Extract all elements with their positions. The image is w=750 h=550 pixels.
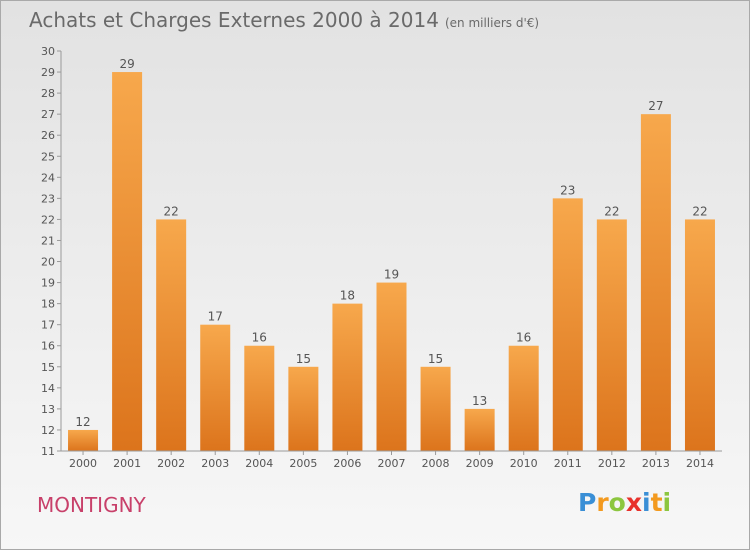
bar-value-label: 13: [472, 394, 487, 408]
y-tick-label: 24: [41, 171, 55, 184]
x-tick-label: 2013: [642, 457, 670, 470]
bar: [288, 366, 319, 451]
x-axis: 2000 2001 2002 2003 2004 2005 2006 2007 2008 2009…: [61, 450, 722, 470]
y-tick-label: 16: [41, 340, 55, 353]
commune-name: MONTIGNY: [37, 493, 146, 517]
y-tick-label: 26: [41, 129, 55, 142]
y-tick-label: 12: [41, 424, 55, 437]
chart-title-text: Achats et Charges Externes 2000 à 2014: [29, 8, 439, 32]
bar: [244, 345, 275, 451]
bar-value-label: 16: [252, 331, 267, 345]
y-tick-label: 15: [41, 361, 55, 374]
y-tick-label: 30: [41, 45, 55, 58]
bar: [68, 429, 99, 451]
y-tick-label: 13: [41, 403, 55, 416]
x-tick-label: 2014: [686, 457, 714, 470]
x-tick-label: 2001: [113, 457, 141, 470]
bar: [464, 408, 495, 451]
bar: [156, 219, 187, 451]
x-tick-label: 2006: [333, 457, 361, 470]
y-tick-label: 20: [41, 256, 55, 269]
bar-value-label: 17: [208, 310, 223, 324]
x-tick-label: 2009: [466, 457, 494, 470]
bar-value-label: 19: [384, 268, 399, 282]
bar-value-label: 15: [296, 352, 311, 366]
x-tick-label: 2003: [201, 457, 229, 470]
chart-title: Achats et Charges Externes 2000 à 2014 (e…: [29, 8, 539, 32]
x-tick-label: 2007: [378, 457, 406, 470]
x-tick-label: 2008: [422, 457, 450, 470]
y-tick-label: 17: [41, 319, 55, 332]
x-tick-label: 2000: [69, 457, 97, 470]
chart-subtitle: (en milliers d'€): [444, 16, 540, 30]
bar: [420, 366, 451, 451]
x-tick-label: 2002: [157, 457, 185, 470]
bar-value-label: 15: [428, 352, 443, 366]
bar: [376, 282, 407, 451]
bar-value-label: 18: [340, 289, 355, 303]
y-tick-label: 25: [41, 150, 55, 163]
y-tick-label: 22: [41, 213, 55, 226]
y-tick-label: 23: [41, 192, 55, 205]
x-tick-label: 2011: [554, 457, 582, 470]
x-tick-label: 2012: [598, 457, 626, 470]
y-tick-label: 19: [41, 277, 55, 290]
bars: 12 29 22 17 16 15 18 19 15 13 16 23 22 27 22: [68, 57, 715, 451]
bar: [332, 303, 363, 451]
y-tick-label: 28: [41, 87, 55, 100]
y-tick-label: 11: [41, 445, 55, 458]
y-tick-label: 29: [41, 66, 55, 79]
bar: [508, 345, 539, 451]
y-tick-label: 21: [41, 234, 55, 247]
bar-value-label: 27: [648, 99, 663, 113]
bar-value-label: 29: [119, 57, 134, 71]
bar: [684, 219, 715, 451]
bar: [596, 219, 627, 451]
bar-value-label: 12: [75, 415, 90, 429]
y-tick-label: 18: [41, 298, 55, 311]
bar-value-label: 16: [516, 331, 531, 345]
x-tick-label: 2005: [289, 457, 317, 470]
x-tick-label: 2004: [245, 457, 273, 470]
bar-value-label: 23: [560, 183, 575, 197]
bar: [112, 72, 143, 451]
bar-value-label: 22: [692, 204, 707, 218]
proxiti-logo: Proxiti: [578, 488, 672, 517]
bar-value-label: 22: [604, 204, 619, 218]
bar-value-label: 22: [164, 204, 179, 218]
y-axis: 11 12 13 14 15 16 17 18 19 20 21 22 23 24 25 26 27 28 29 30: [41, 45, 62, 458]
y-tick-label: 27: [41, 108, 55, 121]
bar: [552, 198, 583, 451]
y-tick-label: 14: [41, 382, 55, 395]
bar: [640, 114, 671, 451]
bar: [200, 324, 231, 451]
x-tick-label: 2010: [510, 457, 538, 470]
